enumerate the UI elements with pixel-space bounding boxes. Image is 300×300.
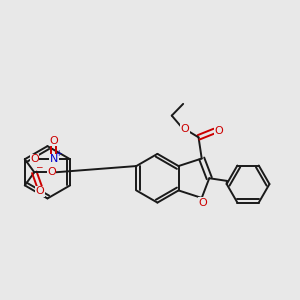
Text: O: O <box>35 186 44 196</box>
Text: O: O <box>214 126 223 136</box>
Text: O: O <box>30 154 39 164</box>
Text: O: O <box>180 124 189 134</box>
Text: N: N <box>50 154 58 164</box>
Text: O: O <box>47 167 56 177</box>
Text: −: − <box>34 162 42 171</box>
Text: O: O <box>199 198 208 208</box>
Text: +: + <box>56 149 62 158</box>
Text: O: O <box>50 136 58 146</box>
